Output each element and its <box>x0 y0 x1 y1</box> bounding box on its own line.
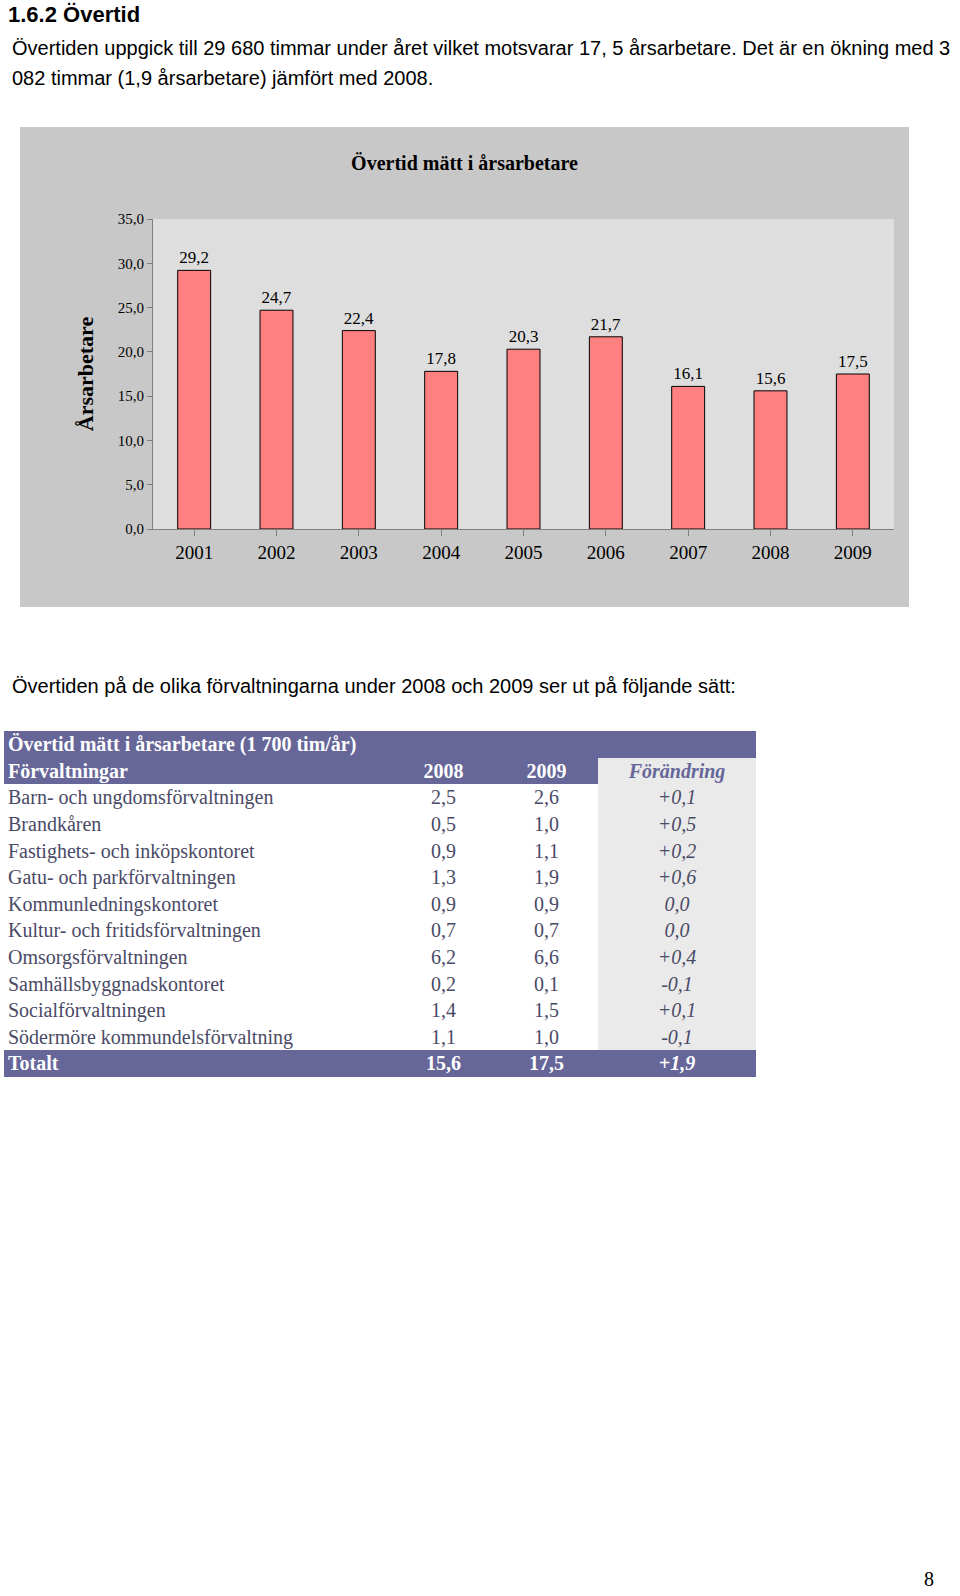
html-text:0,0: 0,0 <box>664 892 690 915</box>
html-text:1,4: 1,4 <box>431 999 456 1022</box>
html-text:0,2: 0,2 <box>431 972 456 995</box>
html-text:Gatu- och parkförvaltningen: Gatu- och parkförvaltningen <box>8 866 236 889</box>
html-text:1,1: 1,1 <box>534 839 559 862</box>
html-text:Södermöre kommundelsförvaltnin: Södermöre kommundelsförvaltning <box>8 1025 293 1048</box>
svg-text:10,0: 10,0 <box>118 433 144 449</box>
html-text:+0,6: +0,6 <box>657 866 697 889</box>
html-text:1,9: 1,9 <box>534 866 559 889</box>
html-text:0,1: 0,1 <box>534 972 559 995</box>
html-text:Övertid mätt i årsarbetare (1: Övertid mätt i årsarbetare (1 700 tim/år… <box>8 733 357 756</box>
html-text:Förändring: Förändring <box>628 759 726 782</box>
html-text:1.6.2 Övertid: 1.6.2 Övertid <box>8 2 141 27</box>
svg-text:2006: 2006 <box>587 542 625 563</box>
html-text:Övertiden uppgick till 29 680: Övertiden uppgick till 29 680 timmar und… <box>12 37 951 89</box>
svg-text:22,4: 22,4 <box>344 309 374 328</box>
html-text:0,5: 0,5 <box>431 813 456 836</box>
svg-text:2005: 2005 <box>505 542 543 563</box>
html-text:1,3: 1,3 <box>431 866 456 889</box>
html-text:1,1: 1,1 <box>431 1025 456 1048</box>
html-text:17,5: 17,5 <box>529 1052 564 1075</box>
html-text:1,0: 1,0 <box>534 813 559 836</box>
svg-text:15,0: 15,0 <box>118 388 144 404</box>
svg-text:29,2: 29,2 <box>179 248 209 267</box>
html-text:+0,4: +0,4 <box>657 946 697 968</box>
svg-text:20,3: 20,3 <box>509 327 539 346</box>
svg-text:15,6: 15,6 <box>756 369 786 388</box>
svg-text:2004: 2004 <box>422 542 461 563</box>
html-text:+0,5: +0,5 <box>657 813 697 836</box>
svg-text:2008: 2008 <box>752 542 790 563</box>
html-text:6,2: 6,2 <box>431 946 456 968</box>
svg-text:2003: 2003 <box>340 542 378 563</box>
html-text:Samhällsbyggnadskontoret: Samhällsbyggnadskontoret <box>8 972 225 995</box>
html-text:2,5: 2,5 <box>431 786 456 809</box>
html-text:Brandkåren: Brandkåren <box>8 813 102 836</box>
svg-text:17,5: 17,5 <box>838 352 868 371</box>
html-text:0,9: 0,9 <box>431 892 456 915</box>
html-text:-0,1: -0,1 <box>661 972 693 995</box>
html-text:0,9: 0,9 <box>431 839 456 862</box>
svg-text:20,0: 20,0 <box>118 344 144 360</box>
html-text:1,5: 1,5 <box>534 999 559 1022</box>
html-text:1,0: 1,0 <box>534 1025 559 1048</box>
svg-text:0,0: 0,0 <box>125 521 144 537</box>
svg-text:16,1: 16,1 <box>673 364 703 383</box>
svg-text:5,0: 5,0 <box>125 477 144 493</box>
html-text:-0,1: -0,1 <box>661 1025 693 1048</box>
html-text:+0,1: +0,1 <box>657 999 697 1022</box>
html-text:Kultur- och fritidsförvaltning: Kultur- och fritidsförvaltningen <box>8 919 261 942</box>
svg-text:2002: 2002 <box>258 542 296 563</box>
html-text:0,9: 0,9 <box>534 892 559 915</box>
html-text:0,7: 0,7 <box>534 919 559 942</box>
html-text:+0,1: +0,1 <box>657 786 697 809</box>
html-text:Barn- och ungdomsförvaltningen: Barn- och ungdomsförvaltningen <box>8 786 274 809</box>
html-text:Förvaltningar: Förvaltningar <box>8 759 128 782</box>
svg-text:21,7: 21,7 <box>591 315 621 334</box>
svg-text:30,0: 30,0 <box>118 256 144 272</box>
svg-text:35,0: 35,0 <box>118 211 144 227</box>
html-text:2008: 2008 <box>423 759 464 782</box>
html-text:Kommunledningskontoret: Kommunledningskontoret <box>8 892 218 915</box>
html-text:Socialförvaltningen: Socialförvaltningen <box>8 999 166 1022</box>
svg-text:25,0: 25,0 <box>118 300 144 316</box>
svg-text:Årsarbetare: Årsarbetare <box>73 317 98 432</box>
html-text:Fastighets- och inköpskontoret: Fastighets- och inköpskontoret <box>8 839 255 862</box>
svg-text:17,8: 17,8 <box>426 349 456 368</box>
html-text:Omsorgsförvaltningen: Omsorgsförvaltningen <box>8 946 188 968</box>
svg-text:2009: 2009 <box>834 542 872 563</box>
html-text:15,6: 15,6 <box>426 1052 461 1075</box>
html-text:6,6: 6,6 <box>534 946 559 968</box>
html-text:8: 8 <box>924 1568 934 1590</box>
html-text:2009: 2009 <box>526 759 567 782</box>
html-text:0,0: 0,0 <box>664 919 690 942</box>
html-text:0,7: 0,7 <box>431 919 456 942</box>
html-text:Övertiden på de olika förvaltn: Övertiden på de olika förvaltningarna un… <box>12 675 736 697</box>
svg-text:2007: 2007 <box>669 542 707 563</box>
html-text:+0,2: +0,2 <box>657 839 697 862</box>
html-text:Totalt: Totalt <box>8 1052 59 1075</box>
html-text:2,6: 2,6 <box>534 786 559 809</box>
svg-text:Övertid mätt i årsarbetare: Övertid mätt i årsarbetare <box>351 152 578 174</box>
html-text:+1,9: +1,9 <box>658 1052 696 1075</box>
svg-text:24,7: 24,7 <box>261 288 291 307</box>
svg-text:2001: 2001 <box>175 542 213 563</box>
